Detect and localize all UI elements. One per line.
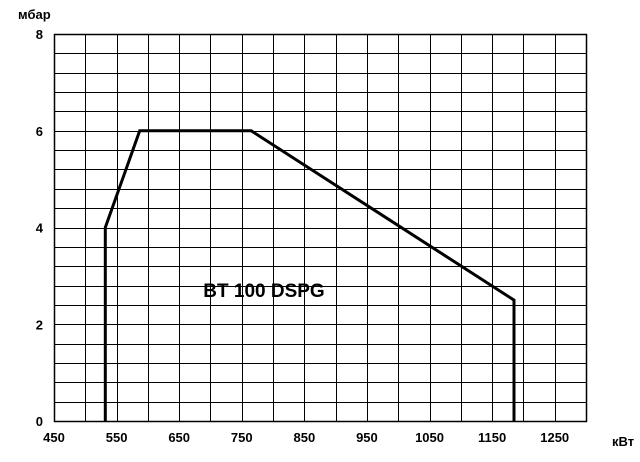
series-layer: [103, 129, 516, 421]
y-tick-label: 6: [36, 124, 43, 139]
x-tick-label: 950: [356, 430, 378, 445]
plot-frame: [53, 33, 588, 423]
y-tick-label: 0: [36, 414, 43, 429]
tick-labels: 450 550 650 750 850 950 1050 1150 1250 0 2 4 6 8: [36, 27, 569, 445]
series-line-0: [103, 129, 516, 421]
y-tick-label: 2: [36, 317, 43, 332]
x-tick-label: 450: [43, 430, 65, 445]
chart-annotation: BT 100 DSPG: [203, 281, 324, 302]
y-tick-label: 4: [36, 221, 44, 236]
grid: [53, 33, 588, 423]
x-tick-label: 750: [231, 430, 253, 445]
x-tick-label: 1050: [415, 430, 444, 445]
x-tick-label: 1250: [540, 430, 569, 445]
y-axis-label: мбар: [18, 7, 51, 22]
x-tick-label: 550: [106, 430, 128, 445]
x-tick-label: 650: [168, 430, 190, 445]
y-tick-label: 8: [36, 27, 43, 42]
x-tick-label: 850: [294, 430, 316, 445]
x-axis-label: кВт: [612, 434, 634, 449]
x-tick-label: 1150: [478, 430, 506, 445]
